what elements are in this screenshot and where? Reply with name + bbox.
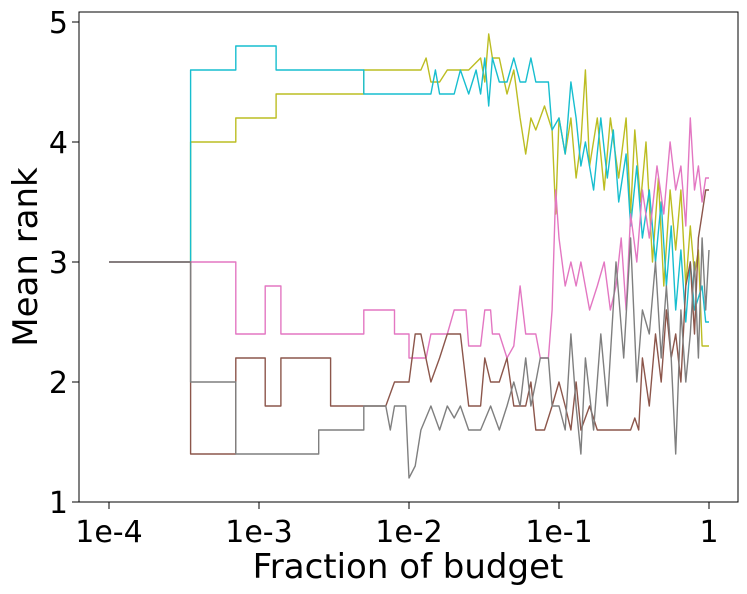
series-line-cyan bbox=[109, 45, 709, 323]
series-layer bbox=[109, 33, 710, 479]
y-tick-label: 3 bbox=[49, 246, 68, 281]
x-axis-ticks: 1e-4 1e-3 1e-2 1e-1 1 bbox=[75, 502, 719, 550]
x-tick-label: 1e-3 bbox=[225, 515, 292, 550]
y-tick-label: 2 bbox=[49, 366, 68, 401]
y-tick-label: 1 bbox=[49, 486, 68, 521]
y-axis-ticks: 1 2 3 4 5 bbox=[49, 6, 79, 521]
series-line-brown bbox=[109, 189, 709, 455]
x-tick-label: 1e-4 bbox=[75, 515, 142, 550]
x-tick-label: 1 bbox=[699, 515, 718, 550]
series-line-gray bbox=[109, 237, 710, 479]
x-tick-label: 1e-1 bbox=[525, 515, 592, 550]
x-axis-label: Fraction of budget bbox=[253, 547, 564, 587]
y-tick-label: 5 bbox=[49, 6, 68, 41]
y-tick-label: 4 bbox=[49, 126, 68, 161]
y-axis-label: Mean rank bbox=[6, 167, 46, 347]
series-line-olive bbox=[109, 33, 709, 347]
x-tick-label: 1e-2 bbox=[375, 515, 442, 550]
